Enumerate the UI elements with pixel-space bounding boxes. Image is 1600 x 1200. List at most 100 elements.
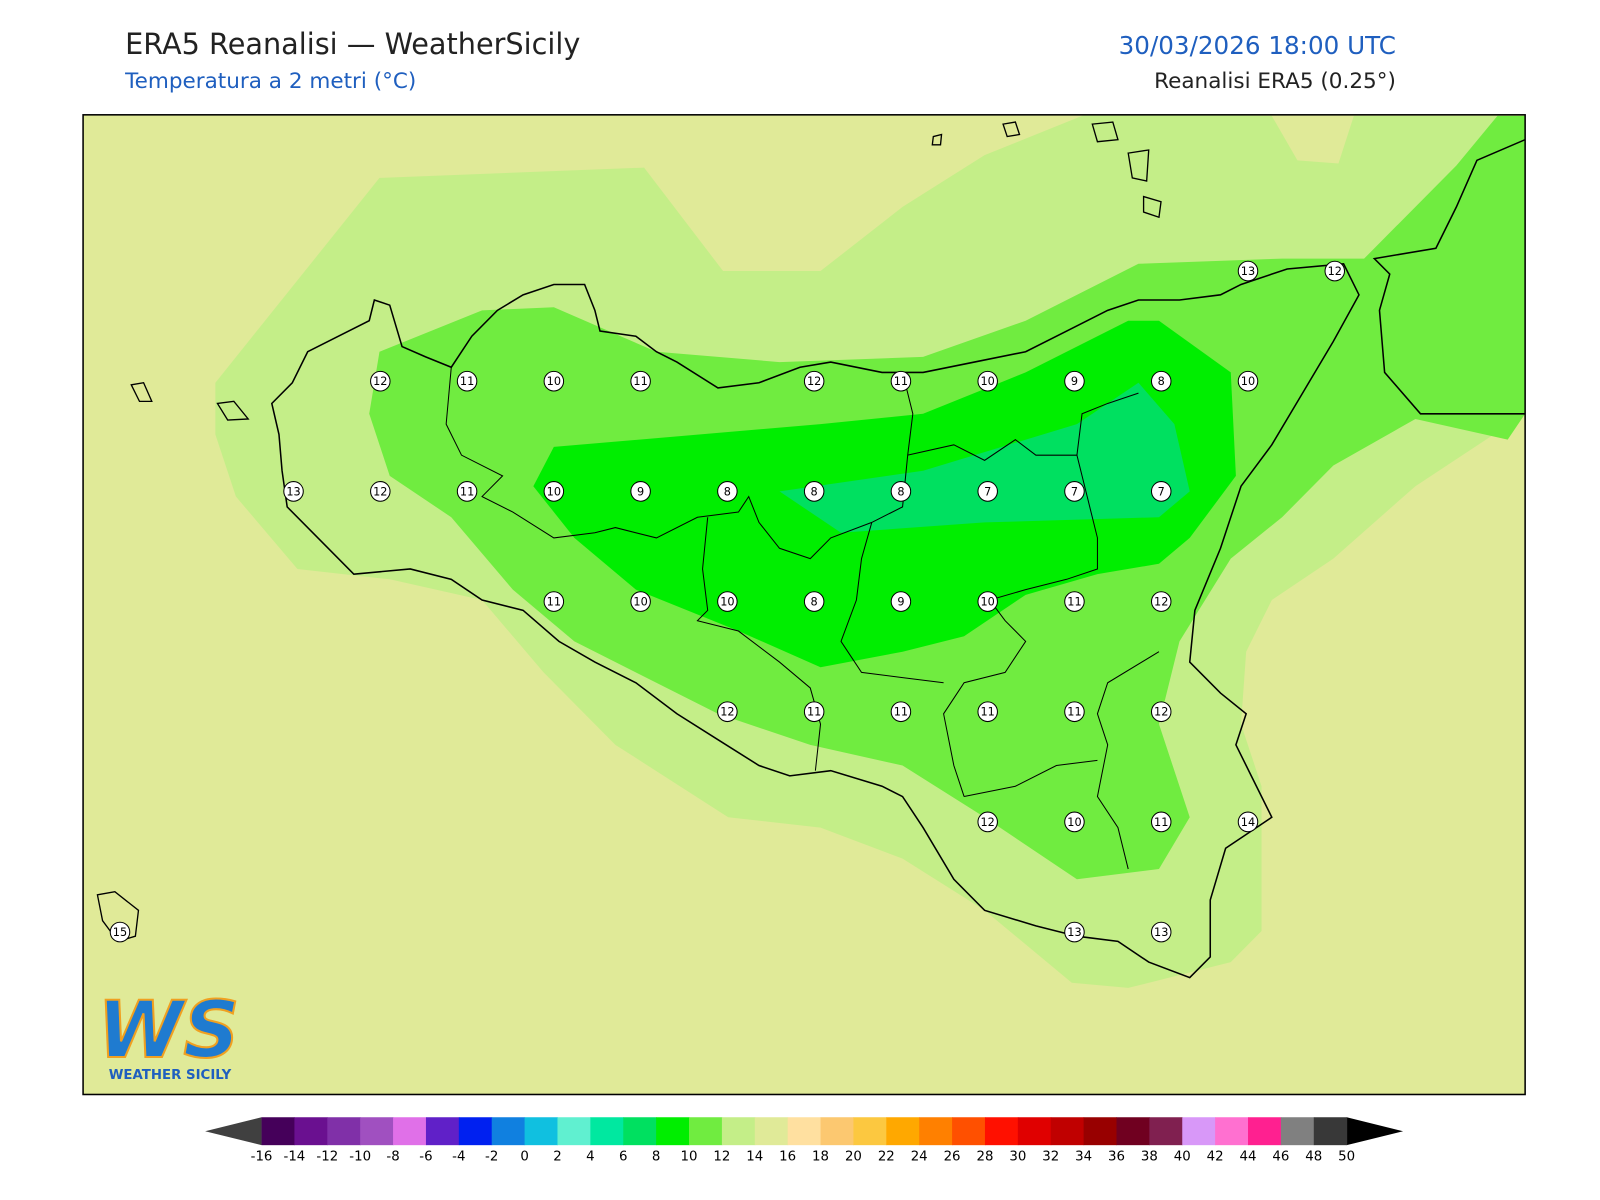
colorbar-tick-label: 2 [553, 1150, 561, 1165]
station-marker [456, 370, 478, 392]
station-marker [803, 591, 825, 612]
station-marker [109, 921, 131, 943]
map-frame [82, 114, 1526, 1096]
colorbar-tick-label: 50 [1338, 1150, 1355, 1165]
station-value: 8 [811, 595, 818, 609]
colorbar-segment [458, 1117, 493, 1146]
colorbar-tick-label: 10 [681, 1150, 698, 1165]
station-value: 11 [894, 374, 908, 388]
province-borders [445, 367, 1160, 870]
station-marker [1064, 701, 1085, 723]
colorbar-tick-label: 22 [878, 1150, 895, 1165]
colorbar-tick-label: 18 [812, 1150, 829, 1165]
colorbar-segment [721, 1117, 756, 1146]
colorbar-tick-label: 8 [652, 1150, 660, 1165]
station-value: 8 [811, 484, 818, 498]
station-value: 9 [897, 595, 904, 609]
station-marker [1150, 591, 1172, 612]
station-value: 8 [724, 484, 731, 498]
source: Reanalisi ERA5 (0.25°) [1154, 69, 1396, 94]
colorbar-tick-label: 20 [845, 1150, 862, 1165]
colorbar-tick-label: 16 [779, 1150, 796, 1165]
station-marker [630, 591, 651, 612]
station-marker [803, 370, 825, 392]
colorbar-over [1346, 1117, 1404, 1146]
station-marker [977, 370, 998, 392]
station-marker [890, 370, 912, 392]
station-marker [283, 481, 304, 502]
station-marker [977, 591, 998, 612]
station-value: 15 [113, 925, 127, 939]
station-value: 9 [637, 484, 644, 498]
station-value: 12 [1328, 264, 1342, 278]
colorbar-segment [754, 1117, 789, 1146]
station-marker [1150, 921, 1172, 943]
colorbar-segment [1215, 1117, 1249, 1146]
colorbar-tick-label: 24 [911, 1150, 928, 1165]
station-value: 8 [897, 484, 904, 498]
colorbar-tick-label: -12 [316, 1150, 338, 1165]
station-value: 14 [1241, 815, 1255, 829]
logo-mark: WS [97, 985, 239, 1076]
station-marker [630, 370, 651, 392]
colorbar-segment [1050, 1117, 1085, 1146]
colorbar-tick-label: -16 [251, 1150, 273, 1165]
station-value: 13 [1154, 925, 1168, 939]
station-marker [370, 481, 391, 502]
colorbar-segment [689, 1117, 723, 1146]
colorbar-segment [1083, 1117, 1118, 1146]
colorbar-tick-label: 32 [1042, 1150, 1059, 1165]
station-value: 11 [981, 705, 995, 719]
colorbar-tick-label: 0 [520, 1150, 528, 1165]
station-value: 11 [807, 705, 821, 719]
station-marker [543, 481, 565, 502]
colorbar-tick-label: 38 [1141, 1150, 1158, 1165]
colorbar-tick-label: 28 [976, 1150, 993, 1165]
logo-text: WEATHER SICILY [109, 1068, 232, 1083]
station-marker [1064, 370, 1085, 392]
colorbar-tick-label: -14 [284, 1150, 306, 1165]
station-marker [717, 591, 738, 612]
station-marker [1064, 921, 1085, 943]
calabria-coast [1372, 138, 1526, 415]
station-value: 11 [1067, 595, 1081, 609]
station-value: 11 [633, 374, 647, 388]
colorbar-tick-label: -4 [452, 1150, 465, 1165]
station-marker [977, 701, 998, 723]
islands [96, 121, 1162, 943]
logo: WS WEATHER SICILY [96, 984, 240, 1083]
subtitle: Temperatura a 2 metri (°C) [124, 69, 416, 94]
station-marker [1150, 811, 1172, 833]
colorbar-tick-label: 40 [1174, 1150, 1191, 1165]
station-value: 12 [720, 705, 734, 719]
colorbar-segment [656, 1117, 690, 1146]
station-marker [1150, 370, 1172, 392]
station-value: 12 [373, 374, 387, 388]
station-marker [803, 701, 825, 723]
colorbar-segment [952, 1117, 986, 1146]
station-value: 7 [984, 484, 991, 498]
sicily-coast [270, 262, 1360, 979]
station-value: 10 [1067, 815, 1081, 829]
colorbar-segment [919, 1117, 953, 1146]
station-value: 12 [981, 815, 995, 829]
colorbar-tick-label: 14 [746, 1150, 763, 1165]
colorbar-tick-label: 34 [1075, 1150, 1092, 1165]
station-value: 7 [1071, 484, 1078, 498]
colorbar-segment [623, 1117, 657, 1146]
valid-time: 30/03/2026 18:00 UTC [1119, 31, 1396, 60]
colorbar-tick-label: 46 [1272, 1150, 1289, 1165]
title: ERA5 Reanalisi — WeatherSicily [125, 27, 580, 61]
colorbar-segment [557, 1117, 591, 1146]
station-value: 13 [1241, 264, 1255, 278]
colorbar-segment [590, 1117, 624, 1146]
colorbar-tick-label: 42 [1207, 1150, 1224, 1165]
colorbar-tick-label: 30 [1009, 1150, 1026, 1165]
station-marker [1237, 260, 1259, 282]
colorbar-segment [1313, 1117, 1348, 1146]
station-marker [717, 701, 738, 723]
station-marker [977, 481, 998, 502]
station-marker [630, 481, 651, 502]
station-value: 10 [720, 595, 734, 609]
station-value: 10 [633, 595, 647, 609]
